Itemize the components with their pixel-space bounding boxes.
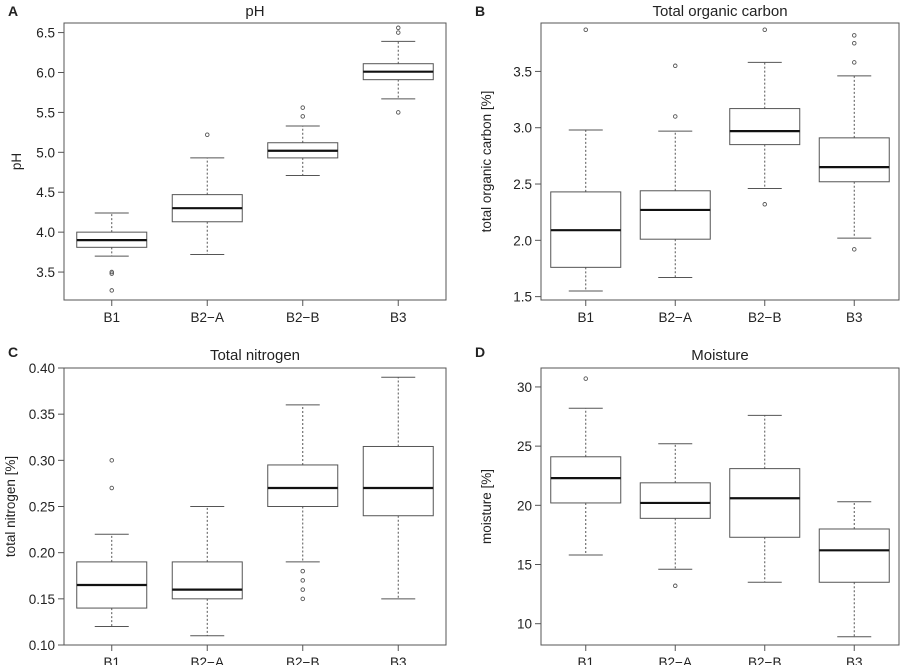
panel-c-x-tick-label: B1: [103, 655, 120, 665]
panel-d-letter: D: [475, 344, 485, 360]
panel-d-x-tick-label: B3: [846, 655, 863, 665]
panel-c-box-1-outlier: [109, 458, 114, 463]
panel-c-box-3-outlier: [300, 596, 306, 602]
panel-b-y-tick-label: 1.5: [513, 290, 532, 305]
panel-d-y-tick-label: 20: [517, 498, 532, 513]
panel-a-box-4-outlier: [396, 30, 401, 35]
panel-b-box-2-outlier: [673, 114, 678, 119]
panel-a-box-1-outlier: [109, 269, 114, 275]
panel-c-y-tick-label: 0.30: [29, 453, 55, 468]
panel-c-box-4-iqr-box: [362, 445, 434, 517]
panel-b-box-2-iqr-box: [639, 190, 711, 240]
panel-a-y-tick-label: 4.0: [36, 225, 55, 240]
panel-b-y-tick-label: 2.0: [513, 233, 532, 248]
panel-d-y-tick-label: 30: [517, 380, 532, 395]
panel-a-box-1-outlier: [109, 271, 114, 276]
panel-a-box-3-outlier: [300, 105, 306, 110]
panel-a-box-1-outlier: [109, 288, 114, 293]
panel-a-box-3-outlier: [300, 114, 306, 119]
panel-b-y-tick-label: 3.5: [513, 64, 532, 79]
panel-c-box-3-iqr-box: [267, 464, 339, 508]
panel-b-x-tick-label: B3: [846, 310, 863, 325]
panel-b-box-3-outlier: [762, 202, 768, 207]
panel-a-x-tick-label: B3: [390, 310, 407, 325]
panel-c-box-3-outlier: [300, 578, 306, 583]
panel-d-x-tick-label: B2−A: [659, 655, 692, 665]
panel-a-x-tick-label: B1: [103, 310, 120, 325]
panel-b-y-tick-label: 3.0: [513, 121, 532, 136]
panel-c-x-tick-label: B3: [390, 655, 407, 665]
panel-b-plot-frame: [540, 22, 900, 301]
panel-d-box-2-iqr-box: [639, 482, 711, 519]
panel-d-y-tick-label: 15: [517, 558, 532, 573]
panel-b-x-tick-label: B1: [577, 310, 594, 325]
panel-c-box-3-outlier: [300, 568, 306, 574]
panel-a-box-4-outlier: [396, 25, 401, 31]
panel-a-y-tick-label: 5.5: [36, 105, 55, 120]
panel-d-box-1-outlier: [583, 376, 589, 381]
panel-d-x-tick-label: B1: [577, 655, 594, 665]
panel-b-y-axis-label: total organic carbon [%]: [479, 91, 494, 233]
panel-b-y-tick-label: 2.5: [513, 177, 532, 192]
panel-c-box-3-outlier: [300, 587, 306, 592]
panel-a-letter: A: [8, 3, 18, 19]
panel-d-title: Moisture: [691, 347, 749, 364]
panel-a-title: pH: [245, 3, 264, 20]
panel-c-y-axis-label: total nitrogen [%]: [3, 456, 18, 557]
panel-b-box-2-outlier: [673, 63, 678, 69]
panel-b-box-4-outlier: [852, 60, 857, 65]
panel-a-y-tick-label: 3.5: [36, 265, 55, 280]
panel-c-y-tick-label: 0.40: [29, 361, 55, 376]
panel-b-title: Total organic carbon: [652, 3, 787, 20]
panel-a-y-axis-label: pH: [9, 153, 24, 170]
panel-c-y-tick-label: 0.20: [29, 546, 55, 561]
panel-a-y-tick-label: 5.0: [36, 145, 55, 160]
panel-b-box-4-outlier: [852, 41, 857, 46]
panel-d-box-4-iqr-box: [818, 528, 890, 583]
panel-a-y-tick-label: 6.5: [36, 26, 55, 41]
panel-b-x-tick-label: B2−B: [748, 310, 781, 325]
panel-b-box-3-iqr-box: [729, 108, 801, 146]
panel-c-letter: C: [8, 344, 18, 360]
panel-c-y-tick-label: 0.25: [29, 500, 55, 515]
panel-d-y-tick-label: 25: [517, 439, 532, 454]
panel-c-y-tick-label: 0.35: [29, 407, 55, 422]
panel-a-y-tick-label: 4.5: [36, 185, 55, 200]
panel-d-box-3-iqr-box: [729, 468, 801, 538]
panel-a-plot-frame: [63, 22, 447, 301]
panel-c-x-tick-label: B2−A: [191, 655, 224, 665]
panel-a-x-tick-label: B2−A: [191, 310, 224, 325]
panel-a-y-tick-label: 6.0: [36, 65, 55, 80]
panel-b-box-4-outlier: [852, 247, 857, 252]
panel-b-box-3-outlier: [762, 27, 768, 33]
panel-d-plot-frame: [540, 367, 900, 646]
panel-b-box-1-outlier: [583, 27, 589, 33]
panel-c-box-2-iqr-box: [171, 561, 243, 600]
panel-b-box-4-outlier: [852, 33, 857, 38]
panel-c-y-tick-label: 0.15: [29, 592, 55, 607]
panel-d-x-tick-label: B2−B: [748, 655, 781, 665]
panel-b-letter: B: [475, 3, 485, 19]
panel-d-y-tick-label: 10: [517, 617, 532, 632]
panel-c-y-tick-label: 0.10: [29, 638, 55, 653]
panel-c-box-1-outlier: [109, 485, 114, 491]
panel-d-box-1-iqr-box: [550, 456, 622, 504]
panel-c-title: Total nitrogen: [210, 347, 300, 364]
panel-c-x-tick-label: B2−B: [286, 655, 319, 665]
panel-a-box-2-outlier: [204, 132, 210, 138]
panel-d-box-2-outlier: [673, 583, 678, 589]
panel-a-x-tick-label: B2−B: [286, 310, 319, 325]
panel-a-box-4-outlier: [396, 110, 401, 115]
panel-d-y-axis-label: moisture [%]: [479, 469, 494, 544]
panel-b-x-tick-label: B2−A: [659, 310, 692, 325]
panel-b-box-4-iqr-box: [818, 137, 890, 183]
